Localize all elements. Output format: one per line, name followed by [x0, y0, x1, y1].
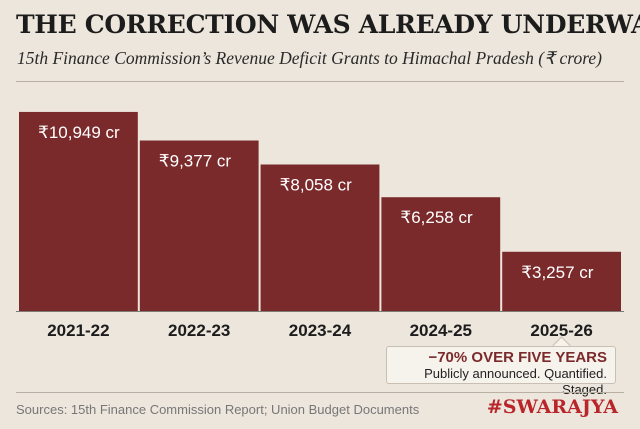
bar-2022-23: [139, 140, 259, 311]
bar-2023-24: [260, 164, 380, 311]
bar-2025-26: [502, 251, 621, 311]
x-tick-label: 2021-22: [47, 321, 109, 340]
x-tick-label: 2024-25: [410, 321, 472, 340]
data-label: ₹6,258 cr: [400, 208, 473, 227]
header-divider: [16, 81, 624, 82]
data-label: ₹8,058 cr: [280, 175, 353, 194]
callout-box: −70% OVER FIVE YEARS Publicly announced.…: [386, 346, 616, 397]
callout-subtext: Publicly announced. Quantified. Staged.: [424, 366, 607, 397]
data-label: ₹3,257 cr: [521, 263, 594, 282]
x-tick-label: 2023-24: [289, 321, 352, 340]
sources-note: Sources: 15th Finance Commission Report;…: [16, 402, 420, 417]
chart-title: THE CORRECTION WAS ALREADY UNDERWAY: [16, 10, 640, 39]
bar-2024-25: [381, 197, 501, 311]
data-label: ₹9,377 cr: [159, 152, 232, 171]
bar-chart: ₹10,949 cr 2021-22 ₹9,377 cr 2022-23 ₹8,058 …: [16, 111, 624, 340]
callout-headline: −70% OVER FIVE YEARS: [428, 349, 607, 366]
x-tick-label: 2025-26: [530, 321, 592, 340]
data-label: ₹10,949 cr: [38, 123, 120, 142]
x-tick-label: 2022-23: [168, 321, 230, 340]
footer-divider: [16, 392, 624, 393]
bar-2021-22: [19, 111, 138, 311]
brand-logo: #SWARAJYA: [486, 396, 618, 418]
chart-subtitle: 15th Finance Commission’s Revenue Defici…: [17, 48, 602, 68]
